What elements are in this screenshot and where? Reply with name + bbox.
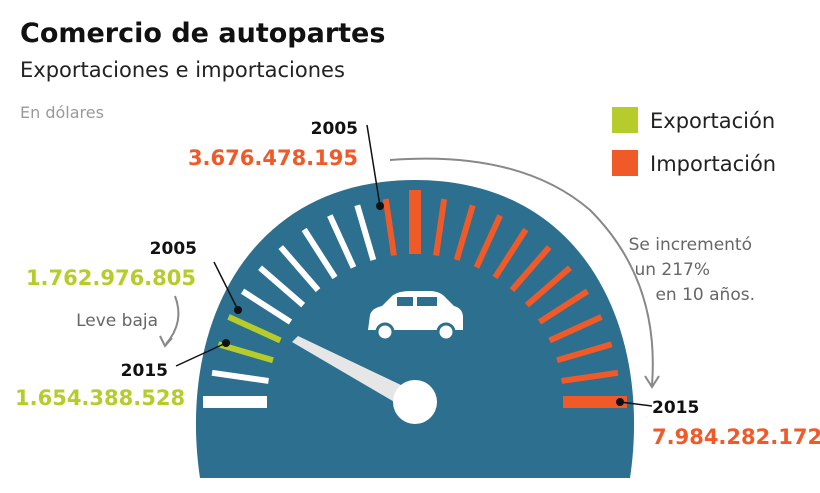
pointer-line [213,261,239,311]
gauge-tick [258,265,306,308]
gauge-tick [509,245,552,293]
gauge-tick [301,227,338,280]
gauge-tick [492,227,529,280]
arrow [165,295,180,345]
import-end-value: 7.984.282.172 [652,425,820,449]
pointer-dot [376,202,384,210]
unit: En dólares [20,103,104,122]
import-note: Se incrementó [629,235,752,255]
pointer-dot [616,398,624,406]
gauge-tick [227,314,282,344]
pointer-dot [222,339,230,347]
needle [292,336,422,410]
gauge-tick [473,214,503,269]
title: Comercio de autopartes [20,18,385,49]
import-start-year: 2005 [311,119,358,139]
arrowhead [644,375,660,389]
legend-label: Exportación [650,109,775,133]
gauge-tick [561,369,619,384]
legend-label: Importación [650,152,776,176]
subtitle: Exportaciones e importaciones [20,58,345,82]
import-note: un 217% [634,260,710,280]
pointer-dot [234,306,242,314]
export-start-year: 2005 [150,239,197,259]
gauge-tick [278,245,321,293]
export-note: Leve baja [76,311,158,331]
import-start-value: 3.676.478.195 [188,146,358,170]
car-icon [368,291,463,342]
gauge-tick [354,204,377,261]
import-note: en 10 años. [655,285,755,305]
gauge-tick [453,204,476,261]
legend-swatch [612,150,638,176]
legend-swatch [612,107,638,133]
export-end-year: 2015 [121,361,168,381]
gauge-tick [382,198,397,256]
gauge-tick [211,369,269,384]
gauge-tick [217,341,274,364]
pointer-line [175,342,227,367]
export-end-value: 1.654.388.528 [15,386,185,410]
arrowhead [159,335,173,348]
arrow [389,157,654,386]
gauge-tick [524,265,572,308]
gauge-tick [556,341,613,364]
gauge-tick [433,198,448,256]
gauge-tick [327,214,357,269]
pointer-line [619,401,653,407]
needle-hub [393,380,437,424]
import-end-year: 2015 [652,398,699,418]
export-start-value: 1.762.976.805 [26,266,196,290]
gauge-tick [548,314,603,344]
pointer-line [366,124,381,207]
gauge-tick [537,288,590,325]
gauge-tick [240,288,293,325]
